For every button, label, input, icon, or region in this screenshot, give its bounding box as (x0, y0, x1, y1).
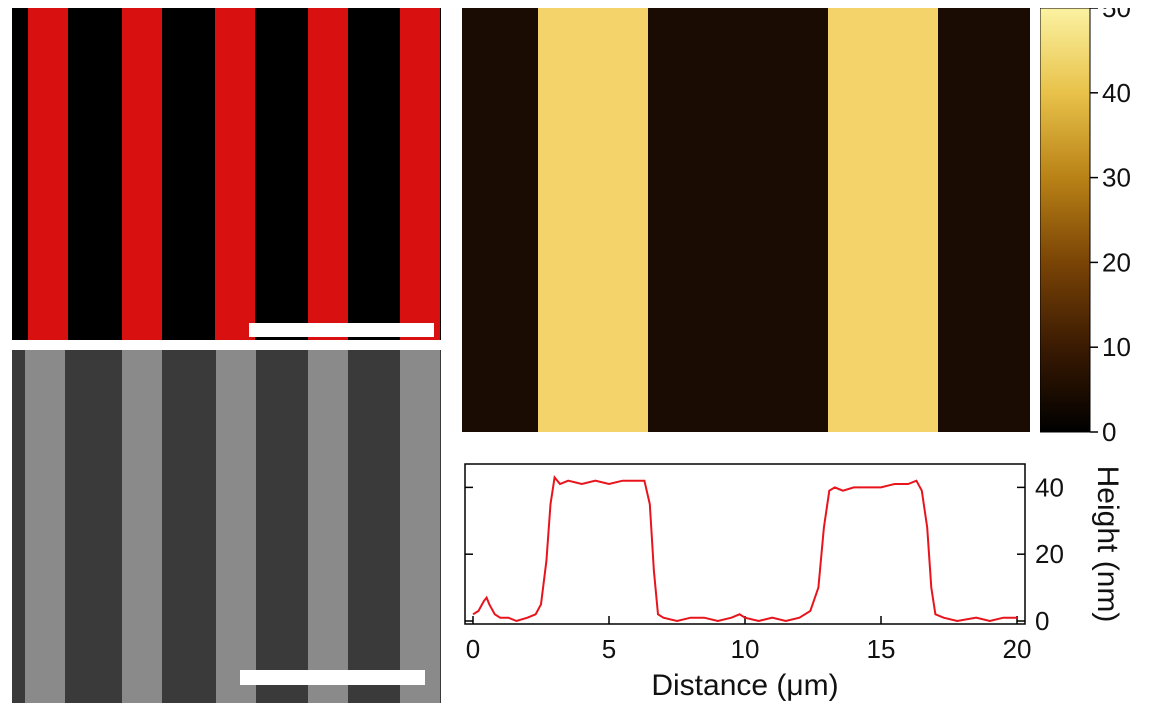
fluorescence-stripe (28, 8, 68, 340)
y-axis-label: Height (nm) (1091, 466, 1124, 623)
sem-stripe (25, 350, 65, 703)
colorbar-tick-label: 30 (1102, 163, 1131, 193)
x-tick-label: 10 (731, 634, 760, 664)
colorbar-gradient (1039, 7, 1091, 433)
fluorescence-stripe (400, 8, 440, 340)
plot-frame (464, 463, 1026, 625)
afm-stripe (828, 8, 938, 432)
afm-height-image (462, 8, 1030, 432)
height-profile-chart: 0 5 10 15 20 0 20 40 Distance (μm) Height (nm) (460, 458, 1172, 711)
colorbar-svg: 0 10 20 30 40 50 (1039, 0, 1131, 447)
fluorescence-stripe (308, 8, 348, 340)
sem-stripe (122, 350, 162, 703)
sem-stripe (308, 350, 348, 703)
y-tick-label: 20 (1035, 539, 1064, 569)
fluorescence-stripe (215, 8, 255, 340)
colorbar-tick-label: 0 (1102, 417, 1116, 447)
colorbar-tick-label: 40 (1102, 78, 1131, 108)
x-tick-label: 20 (1003, 634, 1032, 664)
sem-stripe (400, 350, 440, 703)
y-tick-label: 40 (1035, 472, 1064, 502)
colorbar-tick-label: 50 (1102, 8, 1131, 23)
fluorescence-stripe (122, 8, 162, 340)
fluorescence-scale-bar (249, 323, 434, 337)
sem-scale-bar (240, 670, 425, 685)
x-tick-label: 15 (867, 634, 896, 664)
afm-stripe (538, 8, 648, 432)
series-line (472, 475, 1017, 623)
fluorescence-image (12, 8, 441, 340)
x-axis-label: Distance (μm) (651, 669, 838, 702)
colorbar: 0 10 20 30 40 50 (1039, 0, 1172, 448)
colorbar-tick-label: 10 (1102, 332, 1131, 362)
y-tick-label: 0 (1035, 606, 1049, 636)
sem-stripe (216, 350, 256, 703)
x-tick-label: 5 (602, 634, 616, 664)
colorbar-tick-label: 20 (1102, 247, 1131, 277)
x-tick-label: 0 (466, 634, 480, 664)
sem-image (12, 350, 441, 703)
